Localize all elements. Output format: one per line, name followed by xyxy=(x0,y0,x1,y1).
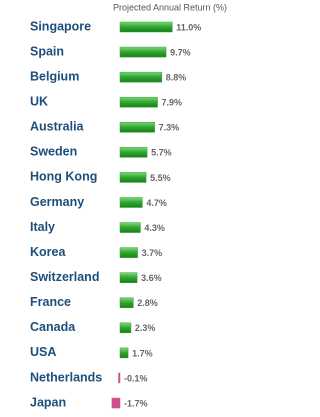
category-label: Belgium xyxy=(30,69,79,83)
bar xyxy=(119,172,147,183)
chart: Projected Annual Return (%) Singapore 11.… xyxy=(30,2,227,409)
category-label: Sweden xyxy=(30,145,77,159)
bar xyxy=(119,46,167,58)
category-label: Switzerland xyxy=(30,270,99,284)
bar xyxy=(119,247,138,258)
bar xyxy=(119,297,134,309)
category-label: Japan xyxy=(30,395,66,409)
value-label: -0.1% xyxy=(124,373,148,383)
value-label: 11.0% xyxy=(176,22,201,32)
bar xyxy=(119,222,141,233)
value-label: 9.7% xyxy=(170,47,191,57)
value-label: 3.6% xyxy=(141,273,162,283)
category-label: USA xyxy=(30,345,56,359)
bar xyxy=(118,372,121,384)
bar xyxy=(119,197,143,208)
value-label: 2.3% xyxy=(135,323,156,333)
value-label: 5.7% xyxy=(151,148,172,158)
bar xyxy=(111,397,121,409)
bar xyxy=(119,347,129,359)
bar xyxy=(119,322,132,334)
bar xyxy=(119,21,173,33)
value-label: 3.7% xyxy=(142,248,163,258)
category-label: Australia xyxy=(30,120,85,134)
bar xyxy=(119,122,155,133)
value-label: 2.8% xyxy=(137,298,158,308)
value-label: 4.3% xyxy=(144,223,165,233)
category-label: France xyxy=(30,295,71,309)
category-label: Spain xyxy=(30,44,64,58)
value-label: 8.8% xyxy=(166,73,187,83)
value-label: 4.7% xyxy=(146,198,167,208)
bar xyxy=(119,272,138,283)
category-label: Singapore xyxy=(30,19,91,33)
value-label: 5.5% xyxy=(150,173,171,183)
category-label: Italy xyxy=(30,220,55,234)
bar xyxy=(119,96,158,108)
value-label: 7.9% xyxy=(162,98,183,108)
bar xyxy=(119,71,163,83)
category-label: Netherlands xyxy=(30,370,102,384)
category-label: UK xyxy=(30,95,48,109)
bar xyxy=(119,147,148,158)
category-label: Canada xyxy=(30,320,76,334)
category-label: Korea xyxy=(30,245,66,259)
value-label: 7.3% xyxy=(159,123,180,133)
value-label: -1.7% xyxy=(124,398,148,408)
chart-title: Projected Annual Return (%) xyxy=(113,2,227,12)
category-label: Germany xyxy=(30,195,84,209)
value-label: 1.7% xyxy=(132,348,153,358)
category-label: Hong Kong xyxy=(30,170,97,184)
